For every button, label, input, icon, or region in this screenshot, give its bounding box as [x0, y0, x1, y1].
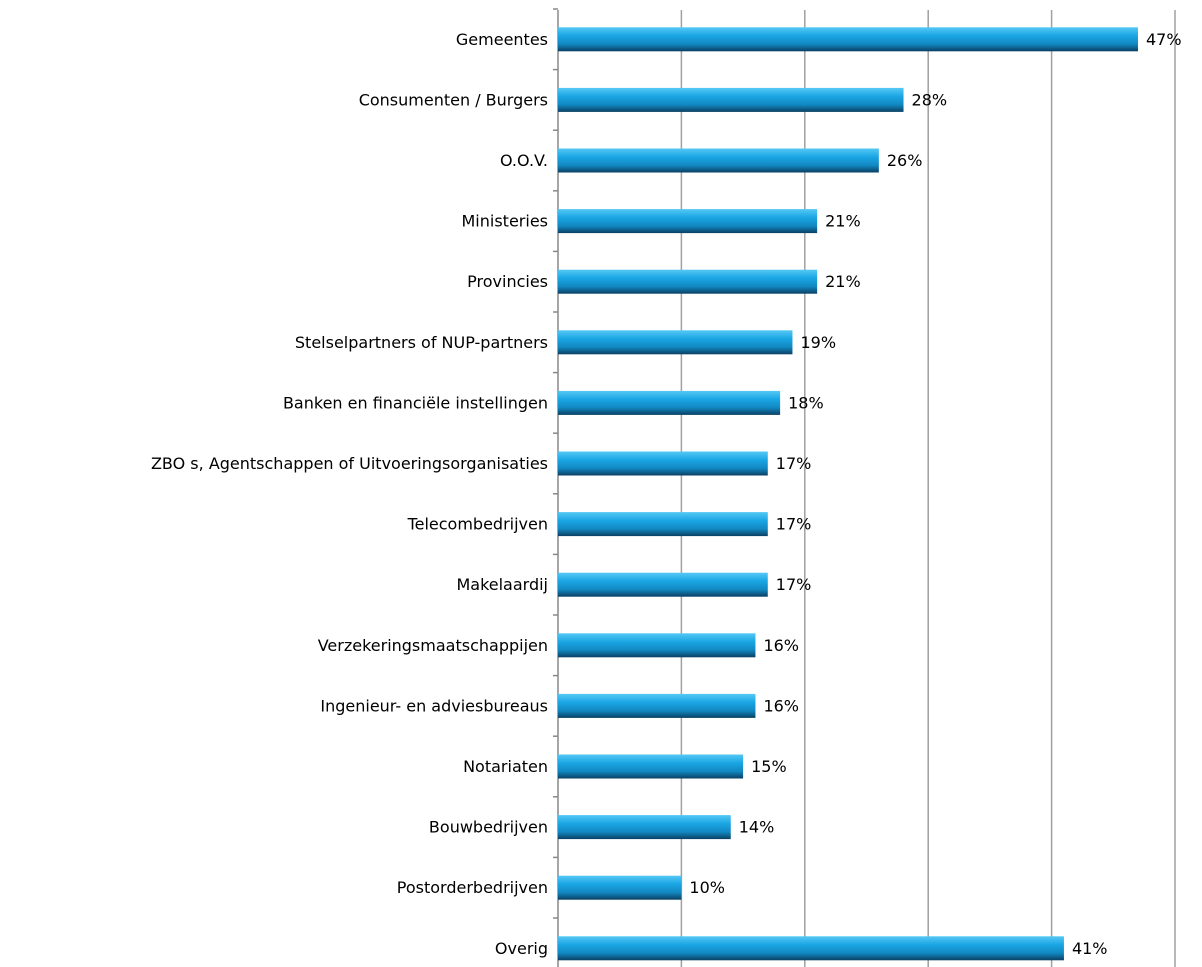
bar: [558, 512, 768, 537]
y-tick-label: Bouwbedrijven: [429, 818, 548, 837]
bar: [558, 815, 731, 840]
bar: [558, 693, 756, 718]
y-tick-label: Notariaten: [463, 757, 548, 776]
bar: [558, 148, 879, 173]
y-tick-label: Banken en financiële instellingen: [283, 393, 548, 412]
y-tick-label: Verzekeringsmaatschappijen: [318, 636, 548, 655]
value-label: 21%: [825, 212, 861, 231]
bar: [558, 451, 768, 476]
bar: [558, 87, 904, 112]
value-label: 17%: [776, 454, 812, 473]
y-tick-label: O.O.V.: [500, 151, 548, 170]
value-label: 14%: [739, 818, 775, 837]
value-label: 17%: [776, 515, 812, 534]
y-tick-label: ZBO s, Agentschappen of Uitvoeringsorgan…: [151, 454, 548, 473]
value-label: 10%: [689, 878, 725, 897]
bar: [558, 572, 768, 597]
bar: [558, 633, 756, 658]
value-label: 21%: [825, 272, 861, 291]
value-label: 19%: [800, 333, 836, 352]
bar: [558, 875, 682, 900]
y-tick-label: Postorderbedrijven: [397, 878, 548, 897]
y-tick-label: Makelaardij: [456, 575, 548, 594]
y-tick-label: Gemeentes: [456, 30, 548, 49]
y-tick-label: Ministeries: [462, 212, 549, 231]
value-label: 28%: [912, 90, 948, 109]
value-label: 26%: [887, 151, 923, 170]
bar: [558, 390, 781, 415]
bar: [558, 754, 744, 779]
value-label: 18%: [788, 393, 824, 412]
bar: [558, 936, 1064, 961]
y-tick-label: Telecombedrijven: [407, 515, 548, 534]
value-label: 41%: [1072, 939, 1108, 958]
bar: [558, 209, 818, 234]
y-tick-label: Consumenten / Burgers: [359, 90, 548, 109]
y-tick-label: Overig: [495, 939, 548, 958]
bar: [558, 27, 1138, 52]
value-label: 15%: [751, 757, 787, 776]
y-tick-label: Stelselpartners of NUP-partners: [295, 333, 548, 352]
y-tick-label: Provincies: [467, 272, 548, 291]
bar: [558, 269, 818, 294]
y-tick-label: Ingenieur- en adviesbureaus: [320, 696, 548, 715]
bar: [558, 330, 793, 355]
value-label: 17%: [776, 575, 812, 594]
value-label: 16%: [763, 696, 799, 715]
value-label: 47%: [1146, 30, 1182, 49]
value-label: 16%: [763, 636, 799, 655]
